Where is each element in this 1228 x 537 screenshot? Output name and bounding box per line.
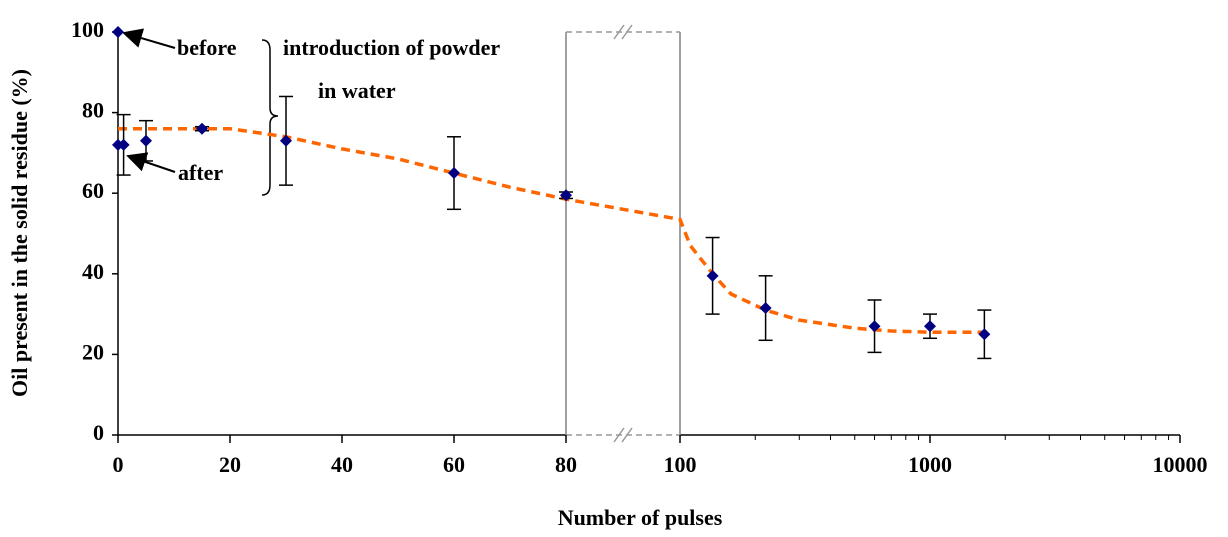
data-point <box>924 320 936 333</box>
arrow <box>126 152 176 173</box>
data-point <box>117 138 130 151</box>
data-point <box>560 189 572 202</box>
y-tick-label: 100 <box>71 17 104 42</box>
x-tick-label: 80 <box>555 452 577 477</box>
x-tick-label: 1000 <box>908 452 952 477</box>
annotation: after <box>178 160 223 185</box>
annotation: before <box>177 35 237 60</box>
data-point <box>759 302 772 315</box>
data-point <box>112 26 124 38</box>
data-point <box>140 134 152 147</box>
y-tick-label: 0 <box>93 420 104 445</box>
trend-line <box>118 126 985 334</box>
arrow <box>122 28 176 49</box>
break-mark <box>621 24 633 40</box>
x-tick-label: 0 <box>113 452 124 477</box>
x-tick-label: 100 <box>664 452 697 477</box>
x-tick-label: 40 <box>331 452 353 477</box>
data-point <box>280 134 292 147</box>
annotation: introduction of powder <box>283 35 500 60</box>
break-mark <box>613 427 625 443</box>
x-tick-label: 10000 <box>1153 452 1208 477</box>
x-tick-label: 20 <box>219 452 241 477</box>
data-point <box>706 269 719 282</box>
y-tick-label: 80 <box>82 98 104 123</box>
y-axis-label: Oil present in the solid residue (%) <box>7 69 32 397</box>
break-mark <box>621 427 633 443</box>
data-point <box>978 328 991 341</box>
x-tick-label: 60 <box>443 452 465 477</box>
brace <box>261 39 279 196</box>
y-tick-label: 40 <box>82 259 104 284</box>
annotation: in water <box>318 78 396 103</box>
y-tick-label: 20 <box>82 339 104 364</box>
x-axis-label: Number of pulses <box>558 505 723 530</box>
data-point <box>448 167 460 180</box>
y-tick-label: 60 <box>82 178 104 203</box>
data-point <box>868 320 881 333</box>
break-mark <box>613 24 625 40</box>
data-point <box>196 122 208 135</box>
